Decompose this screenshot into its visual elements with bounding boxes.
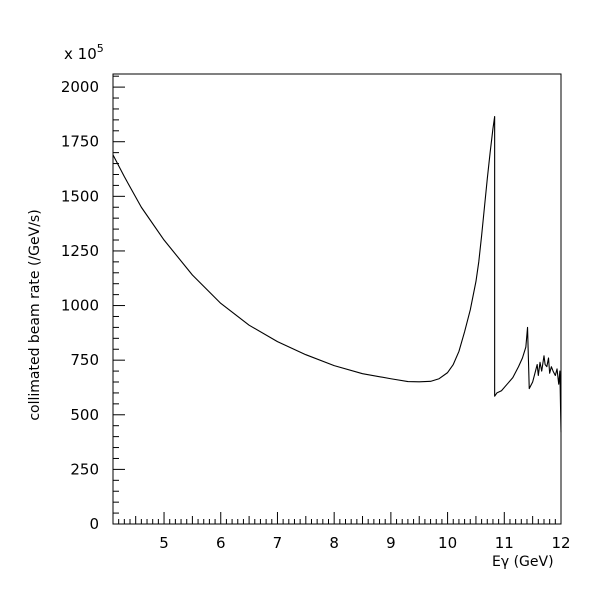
- x-tick-label: 8: [329, 534, 339, 552]
- x-tick-label: 6: [216, 534, 226, 552]
- y-tick-label: 2000: [61, 78, 99, 96]
- x-axis-title: Eγ (GeV): [492, 554, 554, 570]
- x-tick-label: 7: [273, 534, 283, 552]
- y-tick-label: 750: [70, 351, 99, 369]
- tick-labels: 5 6 7 8 9 10 11 12 0 250 500 750 1000 1250 1500 1750 200…: [61, 78, 571, 552]
- x-tick-label: 10: [438, 534, 457, 552]
- y-tick-label: 1000: [61, 297, 99, 315]
- y-tick-label: 500: [70, 406, 99, 424]
- plot-frame: [112, 73, 562, 525]
- y-tick-label: 0: [89, 515, 99, 533]
- y-tick-label: 1500: [61, 187, 99, 205]
- y-multiplier: x 105: [64, 42, 104, 63]
- y-axis-title: collimated beam rate (/GeV/s): [27, 209, 43, 420]
- y-tick-label: 250: [70, 460, 99, 478]
- y-tick-label: 1250: [61, 242, 99, 260]
- y-tick-label: 1750: [61, 133, 99, 151]
- x-tick-label: 11: [495, 534, 514, 552]
- x-tick-label: 5: [159, 534, 169, 552]
- series-line: [112, 116, 562, 433]
- x-tick-label: 12: [551, 534, 570, 552]
- x-tick-label: 9: [386, 534, 396, 552]
